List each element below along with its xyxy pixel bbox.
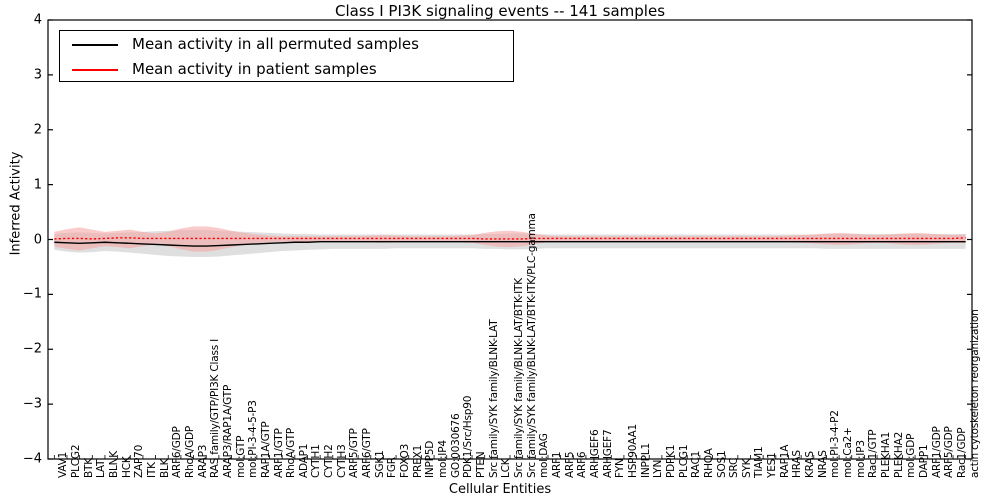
y-tick-1: 1 <box>33 177 42 193</box>
legend-swatch-permuted <box>72 44 118 46</box>
x-axis-label: Cellular Entities <box>448 482 552 497</box>
y-tick-neg2: −2 <box>22 341 42 357</box>
chart-title: Class I PI3K signaling events -- 141 sam… <box>334 2 666 20</box>
y-tick-2: 2 <box>33 122 42 138</box>
legend: Mean activity in all permuted samples Me… <box>59 30 514 82</box>
legend-label-patient: Mean activity in patient samples <box>132 60 377 78</box>
legend-item-permuted: Mean activity in all permuted samples <box>60 32 513 58</box>
y-tick-0: 0 <box>33 232 42 247</box>
y-tick-3: 3 <box>33 67 42 83</box>
legend-swatch-patient <box>72 69 118 71</box>
legend-label-permuted: Mean activity in all permuted samples <box>132 35 419 53</box>
y-tick-neg3: −3 <box>22 396 42 412</box>
y-tick-neg1: −1 <box>22 286 42 302</box>
y-tick-4: 4 <box>33 12 42 28</box>
y-tick-neg4: −4 <box>22 451 42 467</box>
y-axis-tick-labels: −4 −3 −2 −1 0 1 2 3 4 <box>0 0 48 500</box>
legend-item-patient: Mean activity in patient samples <box>60 57 513 83</box>
